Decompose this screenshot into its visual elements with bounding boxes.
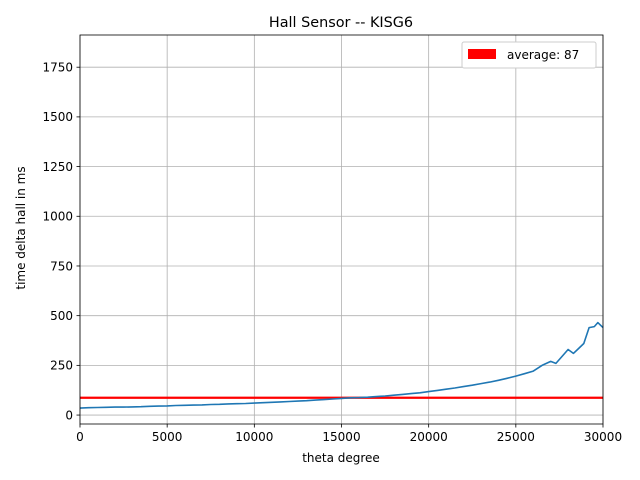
x-tick-label: 30000 <box>584 430 622 444</box>
y-tick-label: 1500 <box>42 110 73 124</box>
x-tick-label: 15000 <box>322 430 360 444</box>
x-axis-label: theta degree <box>302 451 380 465</box>
y-tick-label: 1750 <box>42 61 73 75</box>
y-tick-label: 250 <box>50 359 73 373</box>
legend-box <box>461 41 597 69</box>
series-lines <box>79 321 604 409</box>
x-tick-label: 20000 <box>410 430 448 444</box>
legend-label: average: 87 <box>507 48 579 62</box>
grid-lines <box>79 35 604 424</box>
y-tick-label: 1250 <box>42 160 73 174</box>
legend-swatch <box>468 49 496 59</box>
series-line <box>79 321 604 409</box>
y-tick-label: 500 <box>50 309 73 323</box>
legend: average: 87 <box>461 41 597 69</box>
y-axis-label: time delta hall in ms <box>14 166 28 289</box>
y-tick-label: 0 <box>65 408 73 422</box>
x-tick-label: 0 <box>76 430 84 444</box>
y-axis-ticks: 0 250 500 750 1000 1250 1500 1750 <box>42 61 80 422</box>
x-tick-label: 25000 <box>497 430 535 444</box>
y-tick-label: 1000 <box>42 210 73 224</box>
x-axis-ticks: 0 5000 10000 15000 20000 25000 30000 <box>76 424 622 444</box>
chart-title: Hall Sensor -- KISG6 <box>269 15 413 31</box>
x-tick-label: 10000 <box>235 430 273 444</box>
y-tick-label: 750 <box>50 259 73 273</box>
x-tick-label: 5000 <box>152 430 183 444</box>
